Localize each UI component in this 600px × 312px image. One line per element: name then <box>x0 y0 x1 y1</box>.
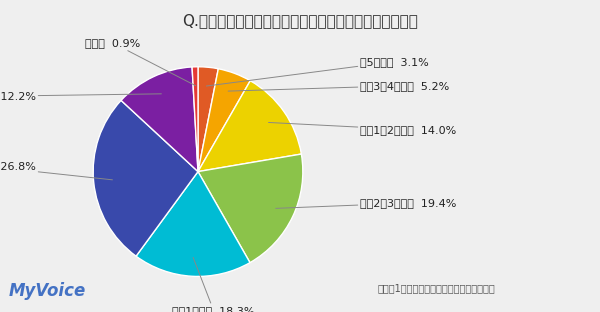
Wedge shape <box>198 67 218 172</box>
Wedge shape <box>198 154 303 263</box>
Text: 週5回以上  3.1%: 週5回以上 3.1% <box>206 56 429 86</box>
Text: ：直近1年間にバランス栄養食品を食べた人: ：直近1年間にバランス栄養食品を食べた人 <box>378 283 496 293</box>
Text: 数ヶ月に1回程度  26.8%: 数ヶ月に1回程度 26.8% <box>0 161 112 180</box>
Text: 週に3～4回程度  5.2%: 週に3～4回程度 5.2% <box>228 80 450 91</box>
Text: 月に1回程度  18.3%: 月に1回程度 18.3% <box>172 257 255 312</box>
Text: 週に1～2回程度  14.0%: 週に1～2回程度 14.0% <box>269 123 457 135</box>
Wedge shape <box>198 81 301 172</box>
Wedge shape <box>93 100 198 256</box>
Text: MyVoice: MyVoice <box>9 281 86 300</box>
Wedge shape <box>136 172 250 276</box>
Text: Q.バランス栄養食品をどのくらいの頻度で食べますか？: Q.バランス栄養食品をどのくらいの頻度で食べますか？ <box>182 13 418 28</box>
Wedge shape <box>192 67 198 172</box>
Wedge shape <box>121 67 198 172</box>
Wedge shape <box>198 69 250 172</box>
Text: 月に2～3回程度  19.4%: 月に2～3回程度 19.4% <box>276 198 457 208</box>
Text: 無回答  0.9%: 無回答 0.9% <box>85 38 196 86</box>
Text: それ以下  12.2%: それ以下 12.2% <box>0 91 161 101</box>
